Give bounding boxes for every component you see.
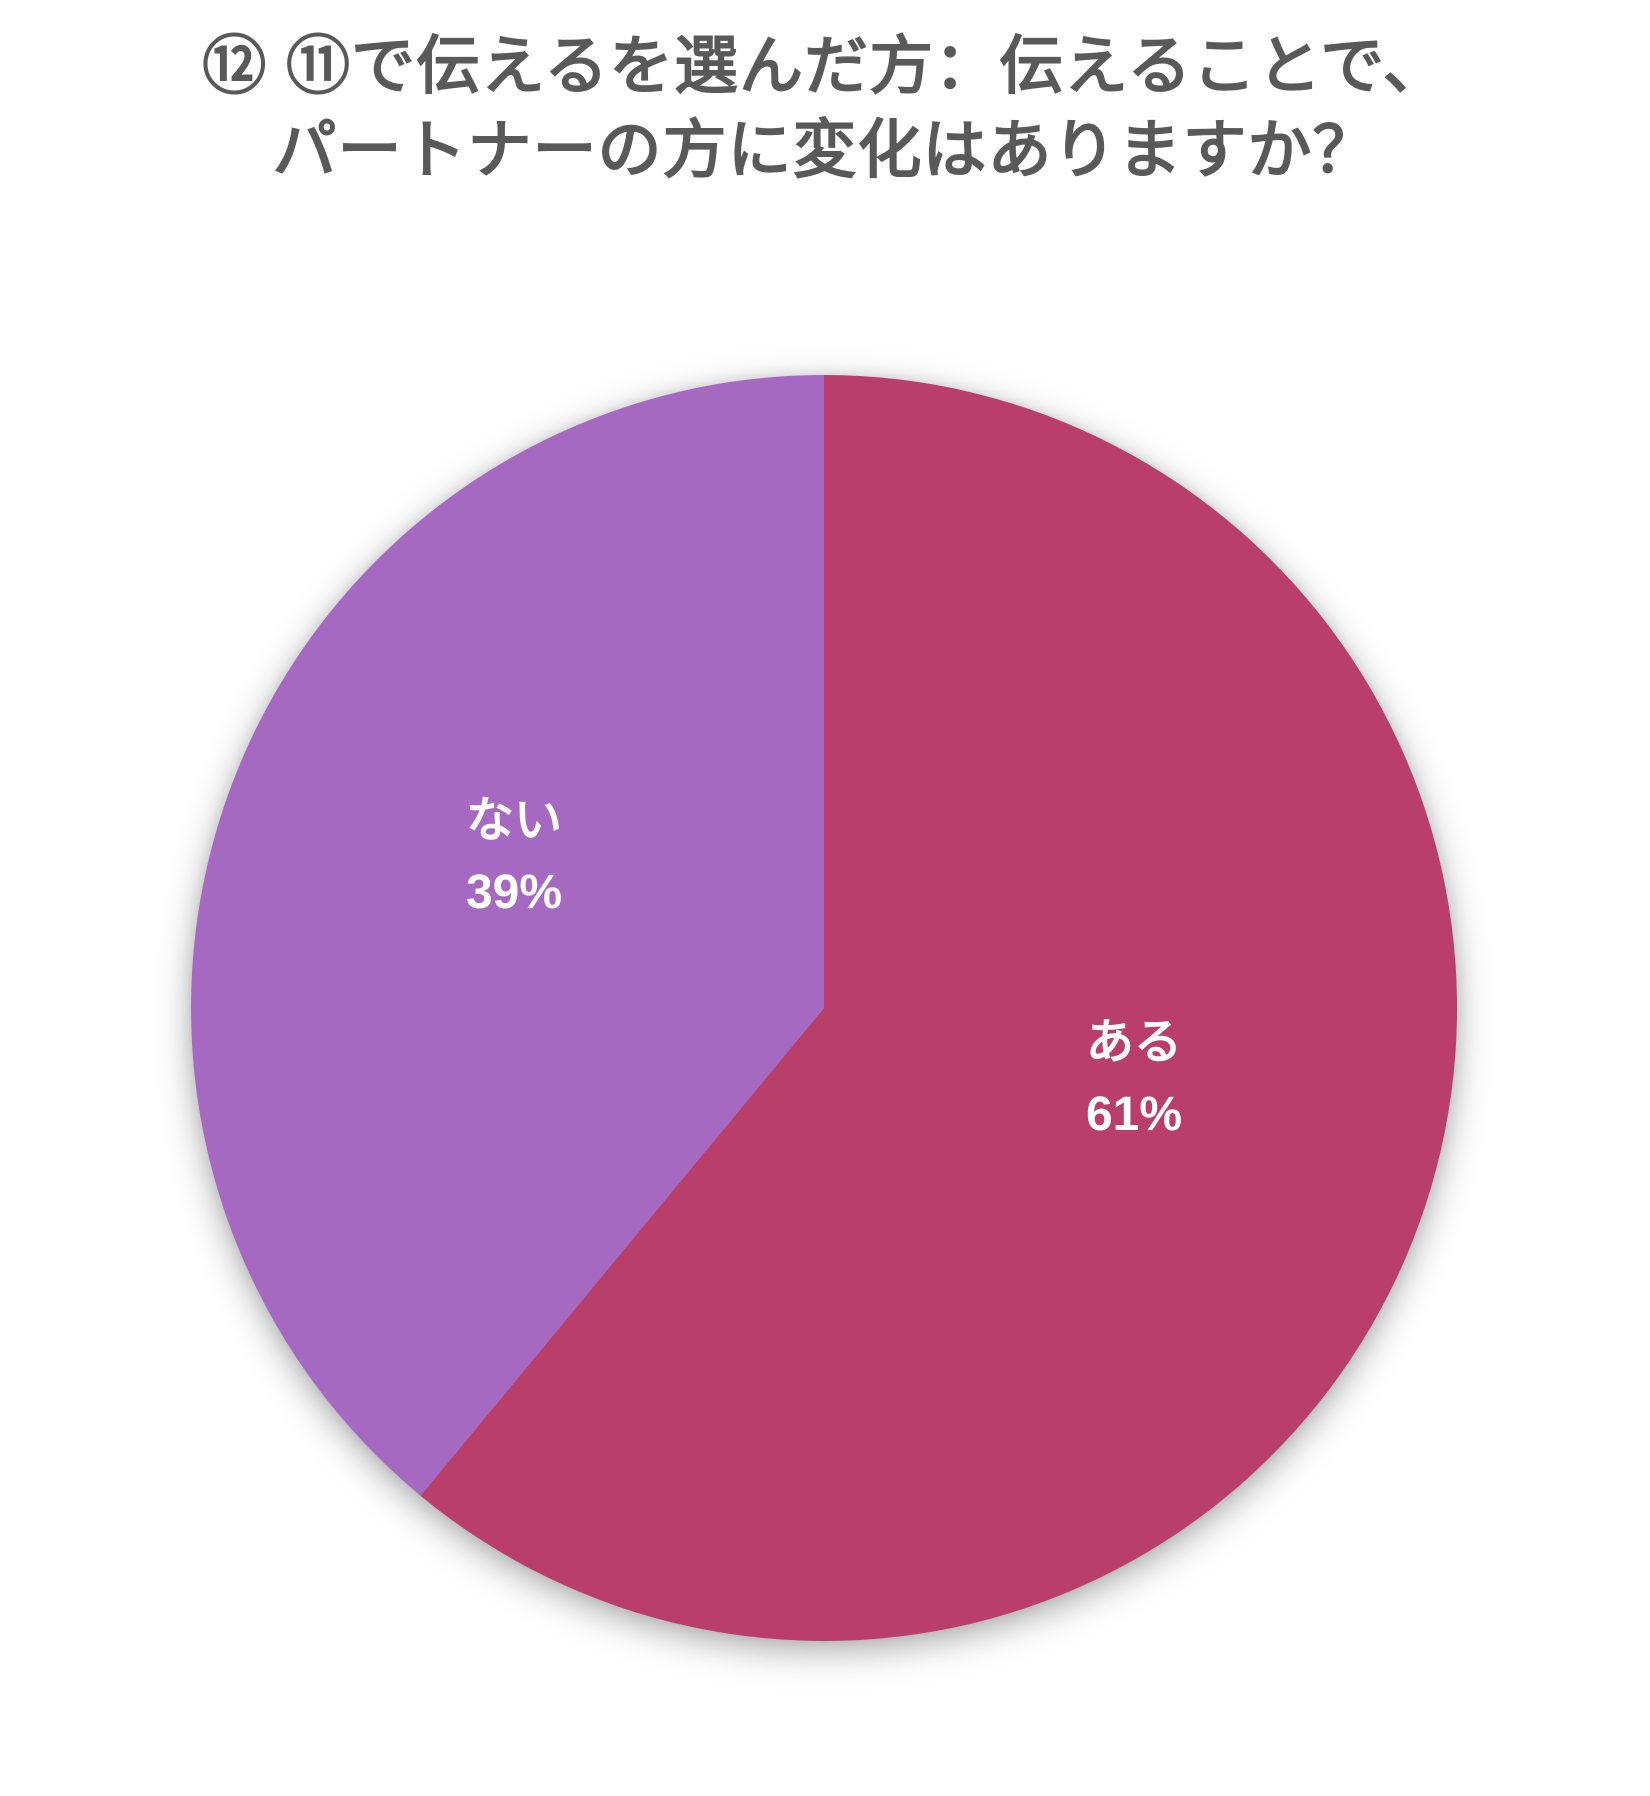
chart-title-line1: ⑫ ⑪で伝えるを選んだ方：伝えることで、 — [202, 30, 1448, 102]
chart-title: ⑫ ⑪で伝えるを選んだ方：伝えることで、 パートナーの方に変化はありますか？ — [0, 24, 1650, 193]
pie-slice-aru[interactable] — [420, 374, 1458, 1641]
chart-title-line2: パートナーの方に変化はありますか？ — [272, 114, 1378, 187]
pie-slices — [191, 374, 1458, 1641]
pie-slice-nai[interactable] — [191, 375, 824, 1496]
